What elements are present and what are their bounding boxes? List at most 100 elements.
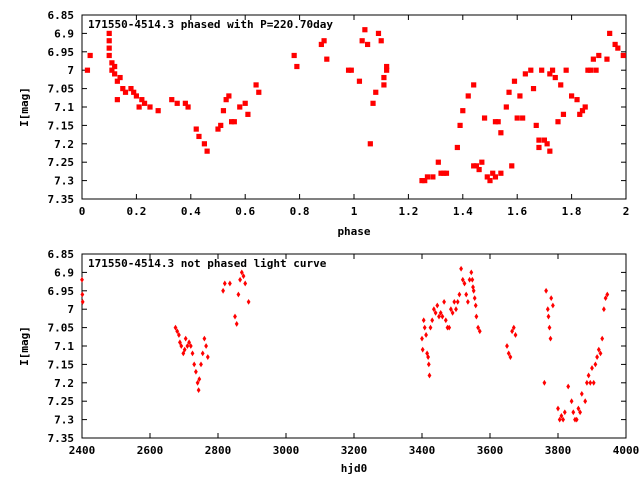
data-point <box>556 405 560 412</box>
data-point <box>234 321 239 327</box>
data-point <box>231 119 237 125</box>
data-point <box>449 306 453 313</box>
data-point <box>487 178 493 184</box>
data-point <box>603 295 608 302</box>
data-point <box>509 163 515 169</box>
phased-light-curve-panel: 0 0.2 0.4 0.6 0.8 1 1.2 1.4 1.6 1.8 2 6.85 6.9 6.95 7 7… <box>18 9 629 238</box>
data-point <box>579 390 584 397</box>
data-point <box>561 416 565 423</box>
y-tick-label: 7.25 <box>48 395 75 408</box>
data-point <box>381 82 387 88</box>
data-point <box>437 313 441 320</box>
data-point <box>513 332 518 338</box>
data-point <box>582 104 588 110</box>
data-point <box>375 30 382 36</box>
data-point <box>471 82 477 88</box>
data-point <box>471 163 477 169</box>
x-tick-label: 2600 <box>137 444 164 457</box>
y-tick-label: 6.85 <box>48 9 75 22</box>
data-point <box>548 335 553 342</box>
data-point <box>498 130 504 136</box>
data-point <box>473 302 478 309</box>
data-point <box>87 52 93 59</box>
data-point <box>549 295 554 302</box>
data-point <box>574 97 580 103</box>
data-point <box>481 115 488 121</box>
x-tick-label: 1.4 <box>453 205 473 218</box>
data-point <box>602 306 606 313</box>
data-point <box>579 108 586 114</box>
data-point <box>578 409 582 416</box>
data-point <box>183 335 188 342</box>
data-point <box>542 379 547 386</box>
data-point <box>438 170 444 176</box>
data-point <box>199 361 203 368</box>
y-tick-label: 7.35 <box>48 432 75 445</box>
data-point <box>503 104 509 110</box>
data-point <box>530 86 537 92</box>
data-point <box>566 383 571 390</box>
y-tick-label: 6.95 <box>48 46 75 59</box>
data-point <box>253 82 259 88</box>
data-point <box>205 354 210 360</box>
data-point <box>421 317 426 324</box>
data-point <box>424 174 431 180</box>
data-point <box>80 298 85 305</box>
x-tick-label: 0.6 <box>235 205 255 218</box>
data-point <box>291 52 297 59</box>
data-point <box>196 133 202 140</box>
y-tick-label: 7.25 <box>48 156 75 169</box>
data-point <box>384 63 390 70</box>
data-point <box>472 295 477 302</box>
data-point <box>365 41 371 48</box>
data-point <box>551 302 555 309</box>
y-tick-label: 7 <box>67 64 74 77</box>
y-tick-label: 7.15 <box>48 119 75 132</box>
data-point <box>245 111 251 117</box>
data-point <box>356 78 363 84</box>
data-point <box>506 89 512 95</box>
data-point <box>427 372 432 379</box>
data-point <box>422 324 427 331</box>
data-point <box>588 379 593 386</box>
data-point <box>348 67 354 73</box>
x-tick-label: 3000 <box>273 444 300 457</box>
data-point <box>600 335 605 342</box>
data-point <box>544 141 550 147</box>
data-point <box>549 67 556 73</box>
data-point <box>586 372 591 379</box>
data-point <box>378 38 384 44</box>
x-tick-label: 2 <box>623 205 630 218</box>
data-point <box>440 313 445 320</box>
data-point <box>432 306 436 313</box>
data-point <box>593 361 598 368</box>
data-point <box>539 67 545 73</box>
data-point <box>120 86 126 92</box>
y-axis-label: I[mag] <box>18 87 31 127</box>
y-tick-label: 7.15 <box>48 358 75 371</box>
data-point <box>528 67 534 73</box>
data-point <box>196 387 201 394</box>
data-point <box>345 67 352 73</box>
y-tick-label: 6.85 <box>48 248 75 261</box>
data-point <box>246 298 251 305</box>
data-point <box>505 343 509 349</box>
data-point <box>620 52 626 59</box>
x-tick-label: 1 <box>351 205 358 218</box>
chart-title: 171550-4514.3 phased with P=220.70day <box>88 18 333 31</box>
data-point <box>324 56 330 62</box>
data-point <box>239 269 244 276</box>
data-point <box>201 141 207 147</box>
x-tick-label: 1.8 <box>562 205 582 218</box>
data-point <box>544 287 548 294</box>
data-point <box>590 365 594 371</box>
data-point <box>117 74 123 81</box>
data-point <box>179 343 184 349</box>
data-point <box>576 405 581 412</box>
data-point <box>595 354 599 360</box>
y-tick-label: 6.9 <box>54 266 74 279</box>
data-point <box>476 166 482 173</box>
data-point <box>547 71 553 77</box>
data-point <box>470 276 475 283</box>
data-point <box>545 306 550 313</box>
